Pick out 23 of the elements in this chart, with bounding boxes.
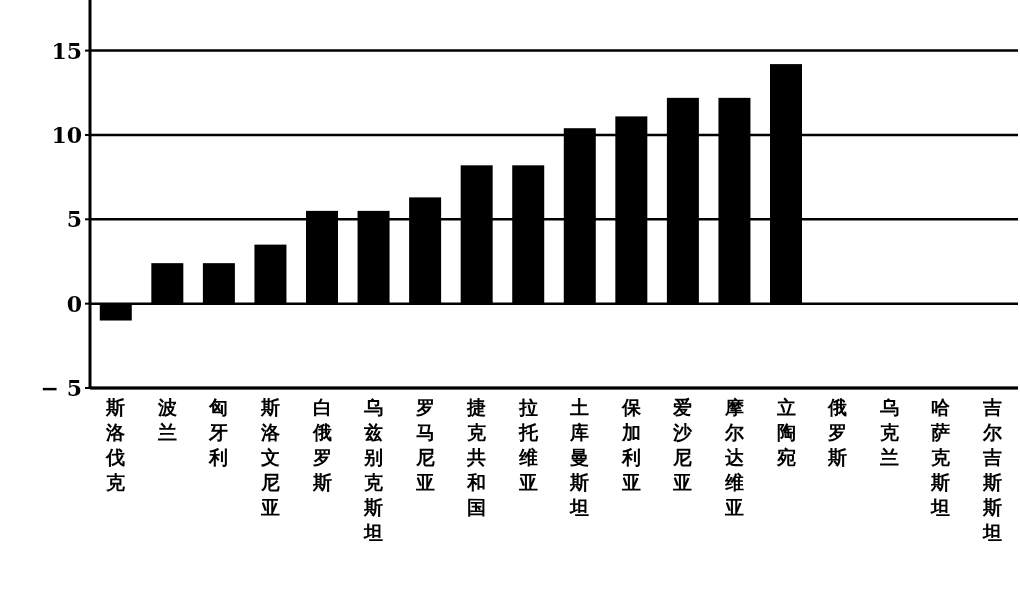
- y-tick-label: 5: [66, 206, 82, 233]
- x-tick-label: 斯洛文尼亚: [259, 396, 281, 518]
- x-tick-label: 哈萨克斯坦: [930, 396, 952, 518]
- x-tick-label: 保加利亚: [620, 396, 642, 493]
- x-tick-label: 爱沙尼亚: [672, 396, 694, 493]
- x-tick-label: 罗马尼亚: [414, 396, 435, 493]
- y-tick-label: − 5: [40, 375, 82, 401]
- y-tick-label: 15: [51, 37, 82, 64]
- x-tick-label: 吉尔吉斯斯坦: [981, 396, 1003, 543]
- x-tick-label: 俄罗斯: [827, 396, 848, 468]
- y-tick-label: 10: [51, 121, 82, 148]
- x-tick-label: 土库曼斯坦: [569, 396, 590, 518]
- x-tick-label: 斯洛伐克: [105, 396, 127, 493]
- x-tick-label: 乌克兰: [878, 396, 899, 468]
- x-tick-label: 摩尔达维亚: [723, 396, 745, 518]
- y-tick-label: 0: [66, 290, 82, 317]
- x-tick-label: 乌兹别克斯坦: [363, 396, 384, 543]
- x-tick-label: 拉托维亚: [517, 396, 539, 493]
- x-tick-label: 波兰: [156, 396, 177, 443]
- x-tick-label: 捷克共和国: [466, 396, 487, 518]
- x-tick-label: 白俄罗斯: [311, 396, 332, 493]
- x-tick-label: 立陶宛: [775, 396, 796, 468]
- x-tick-label: 匈牙利: [208, 396, 229, 468]
